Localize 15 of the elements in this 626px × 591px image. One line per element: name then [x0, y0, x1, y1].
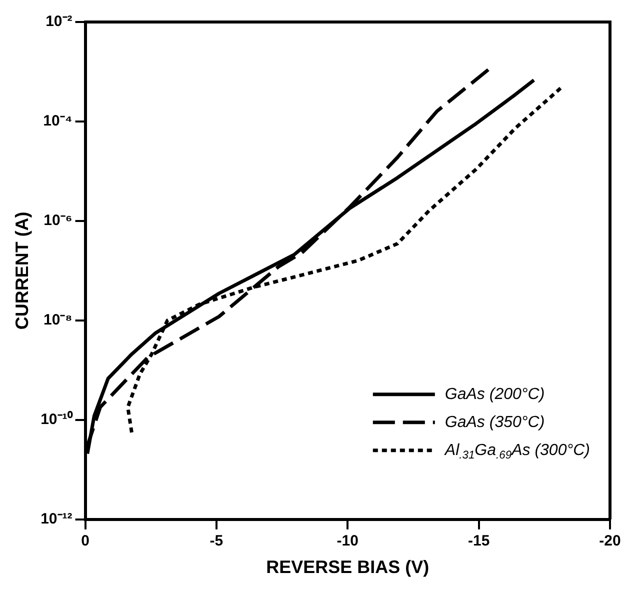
- y-axis-title: CURRENT (A): [12, 212, 32, 330]
- y-tick-label: 10⁻¹²: [40, 510, 72, 528]
- x-tick-label: -5: [210, 532, 224, 550]
- x-axis-title: REVERSE BIAS (V): [266, 557, 430, 578]
- y-tick-label: 10⁻⁸: [44, 312, 72, 329]
- y-tick-label: 10⁻⁴: [43, 112, 72, 130]
- y-tick-label: 10⁻²: [46, 13, 72, 30]
- legend-label: GaAs (200°C): [444, 386, 545, 403]
- x-tick-label: 0: [81, 532, 90, 550]
- y-tick-label: 10⁻⁶: [44, 212, 72, 230]
- y-tick-label: 10⁻¹⁰: [40, 410, 74, 428]
- x-tick-label: -15: [468, 532, 490, 550]
- legend-label: GaAs (350°C): [444, 414, 545, 431]
- x-tick-label: -20: [599, 532, 621, 550]
- x-tick-label: -10: [336, 532, 358, 550]
